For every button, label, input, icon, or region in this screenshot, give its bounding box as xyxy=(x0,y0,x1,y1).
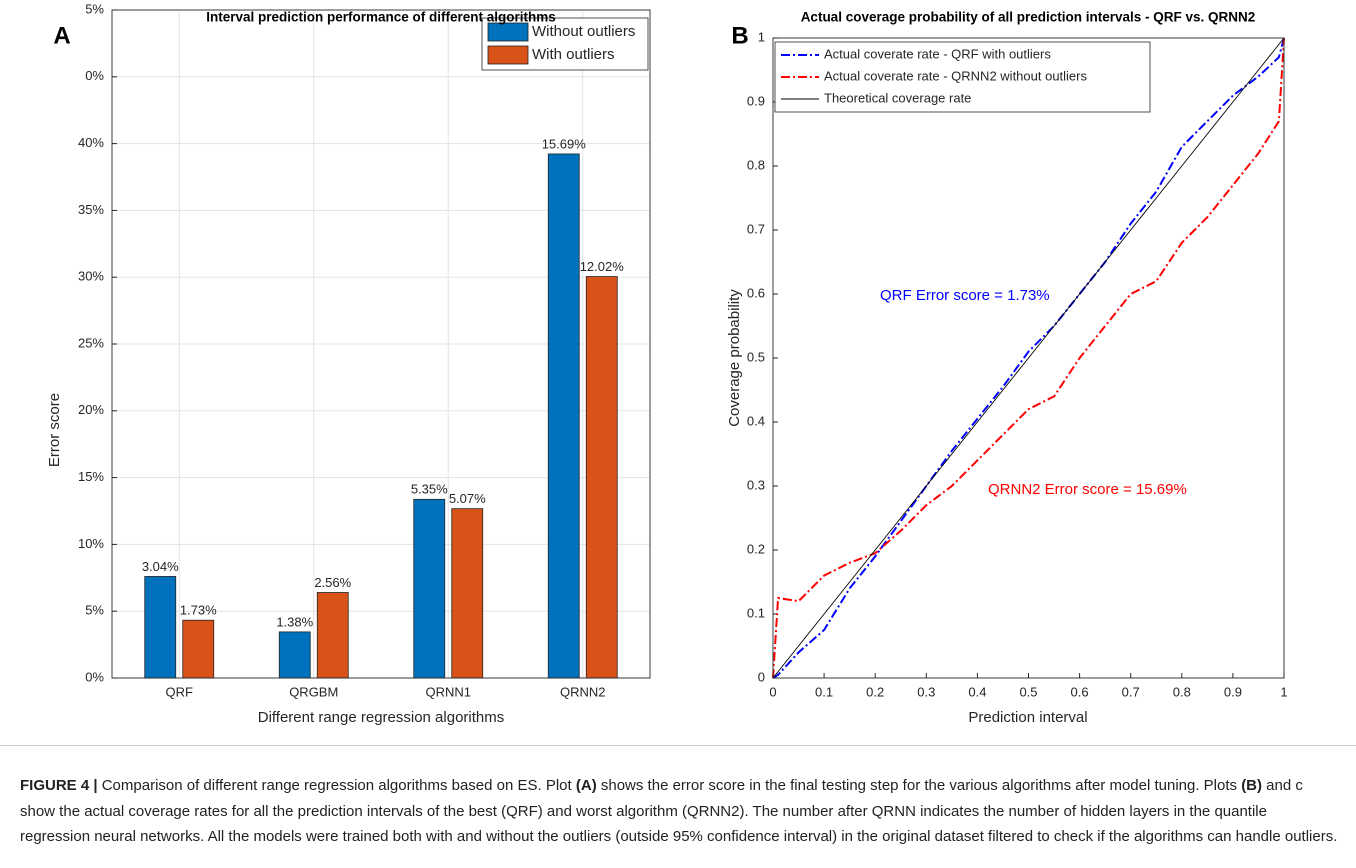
chart-title: Actual coverage probability of all predi… xyxy=(801,10,1256,25)
data-label: 15.69% xyxy=(542,136,587,151)
bar xyxy=(585,276,618,679)
y-tick-label: 20% xyxy=(78,402,104,417)
chart-title: Interval prediction performance of diffe… xyxy=(206,10,556,25)
data-label: 1.38% xyxy=(276,614,313,629)
x-tick-label: 0.7 xyxy=(1122,684,1140,699)
line-series xyxy=(772,37,1285,679)
chart: 0% 5% 10% 15% 20% 25% 30% 35% 40% 0% 5% QRF 3.04% 1.7… xyxy=(46,1,1288,726)
annotation: QRF Error score = 1.73% xyxy=(880,287,1050,304)
caption-text: shows the error score in the final testi… xyxy=(596,777,1242,794)
legend-label: Without outliers xyxy=(532,23,635,40)
y-axis-label: Error score xyxy=(46,393,63,467)
bar xyxy=(144,576,177,679)
y-tick-label: 10% xyxy=(78,536,104,551)
x-tick-label: 0.4 xyxy=(968,684,986,699)
legend-label: Theoretical coverage rate xyxy=(824,90,971,105)
x-tick-label: 0.3 xyxy=(917,684,935,699)
x-axis-label: Different range regression algorithms xyxy=(258,709,505,726)
bar xyxy=(413,498,446,679)
legend-label: Actual coverate rate - QRF with outliers xyxy=(824,46,1051,61)
bar xyxy=(316,592,349,679)
axes-frame xyxy=(772,37,1285,679)
y-tick-label: 35% xyxy=(78,202,104,217)
y-tick-label: 40% xyxy=(78,135,104,150)
legend-swatch xyxy=(487,22,529,42)
data-label: 5.35% xyxy=(411,482,448,497)
x-axis-label: Prediction interval xyxy=(968,709,1087,726)
legend-label: With outliers xyxy=(532,46,615,63)
y-tick-label: 5% xyxy=(85,603,104,618)
legend-swatch xyxy=(487,45,529,65)
bar xyxy=(182,619,215,679)
caption-text: and c show the actual coverage rates for… xyxy=(20,777,1338,845)
panel-label: B xyxy=(731,22,748,49)
data-label: 12.02% xyxy=(580,259,625,274)
y-axis-label: Coverage probability xyxy=(726,289,743,427)
data-label: 5.07% xyxy=(449,491,486,506)
y-tick-label: 0% xyxy=(85,68,104,83)
data-label: 1.73% xyxy=(180,603,217,618)
y-tick-label: 0.4 xyxy=(747,413,765,428)
y-tick-label: 0.3 xyxy=(747,477,765,492)
divider xyxy=(0,745,1356,746)
x-tick-label: 0.8 xyxy=(1173,684,1191,699)
caption-text: (A) xyxy=(575,777,597,794)
y-tick-label: 25% xyxy=(78,335,104,350)
y-tick-label: 0% xyxy=(85,669,104,684)
x-tick-label: 0.1 xyxy=(815,684,833,699)
y-tick-label: 0.2 xyxy=(747,541,765,556)
x-tick-label: 1 xyxy=(1280,684,1287,699)
line-series xyxy=(772,37,1285,679)
y-tick-label: 0.9 xyxy=(747,93,765,108)
x-tick-label: 0.6 xyxy=(1071,684,1089,699)
x-tick-label: QRF xyxy=(166,684,194,699)
y-tick-label: 0.7 xyxy=(747,221,765,236)
x-tick-label: 0.9 xyxy=(1224,684,1242,699)
caption-text: Comparison of different range regression… xyxy=(97,777,576,794)
legend-box xyxy=(774,41,1151,113)
legend-label: Actual coverate rate - QRNN2 without out… xyxy=(824,68,1087,83)
y-tick-label: 0.5 xyxy=(747,349,765,364)
y-tick-label: 15% xyxy=(78,469,104,484)
data-label: 3.04% xyxy=(142,559,179,574)
caption-text: (B) xyxy=(1241,777,1263,794)
data-label: 2.56% xyxy=(314,575,351,590)
x-tick-label: QRNN1 xyxy=(425,684,471,699)
caption: FIGURE 4 | Comparison of different range… xyxy=(20,773,1340,850)
caption-text: FIGURE 4 | xyxy=(20,777,98,794)
y-tick-label: 0 xyxy=(758,669,765,684)
y-tick-label: 30% xyxy=(78,269,104,284)
x-tick-label: QRNN2 xyxy=(560,684,606,699)
bar xyxy=(547,153,580,679)
y-tick-label: 0.8 xyxy=(747,157,765,172)
y-tick-label: 1 xyxy=(758,29,765,44)
y-tick-label: 0.1 xyxy=(747,605,765,620)
bar xyxy=(451,508,484,679)
bar xyxy=(278,631,311,679)
y-tick-label: 0.6 xyxy=(747,285,765,300)
y-tick-label: 5% xyxy=(85,1,104,16)
x-tick-label: 0.2 xyxy=(866,684,884,699)
x-tick-label: 0 xyxy=(769,684,776,699)
x-tick-label: 0.5 xyxy=(1019,684,1037,699)
line-series xyxy=(772,37,1285,679)
axes-frame xyxy=(111,9,651,679)
annotation: QRNN2 Error score = 15.69% xyxy=(988,481,1187,498)
panel-label: A xyxy=(53,22,70,49)
x-tick-label: QRGBM xyxy=(289,684,338,699)
